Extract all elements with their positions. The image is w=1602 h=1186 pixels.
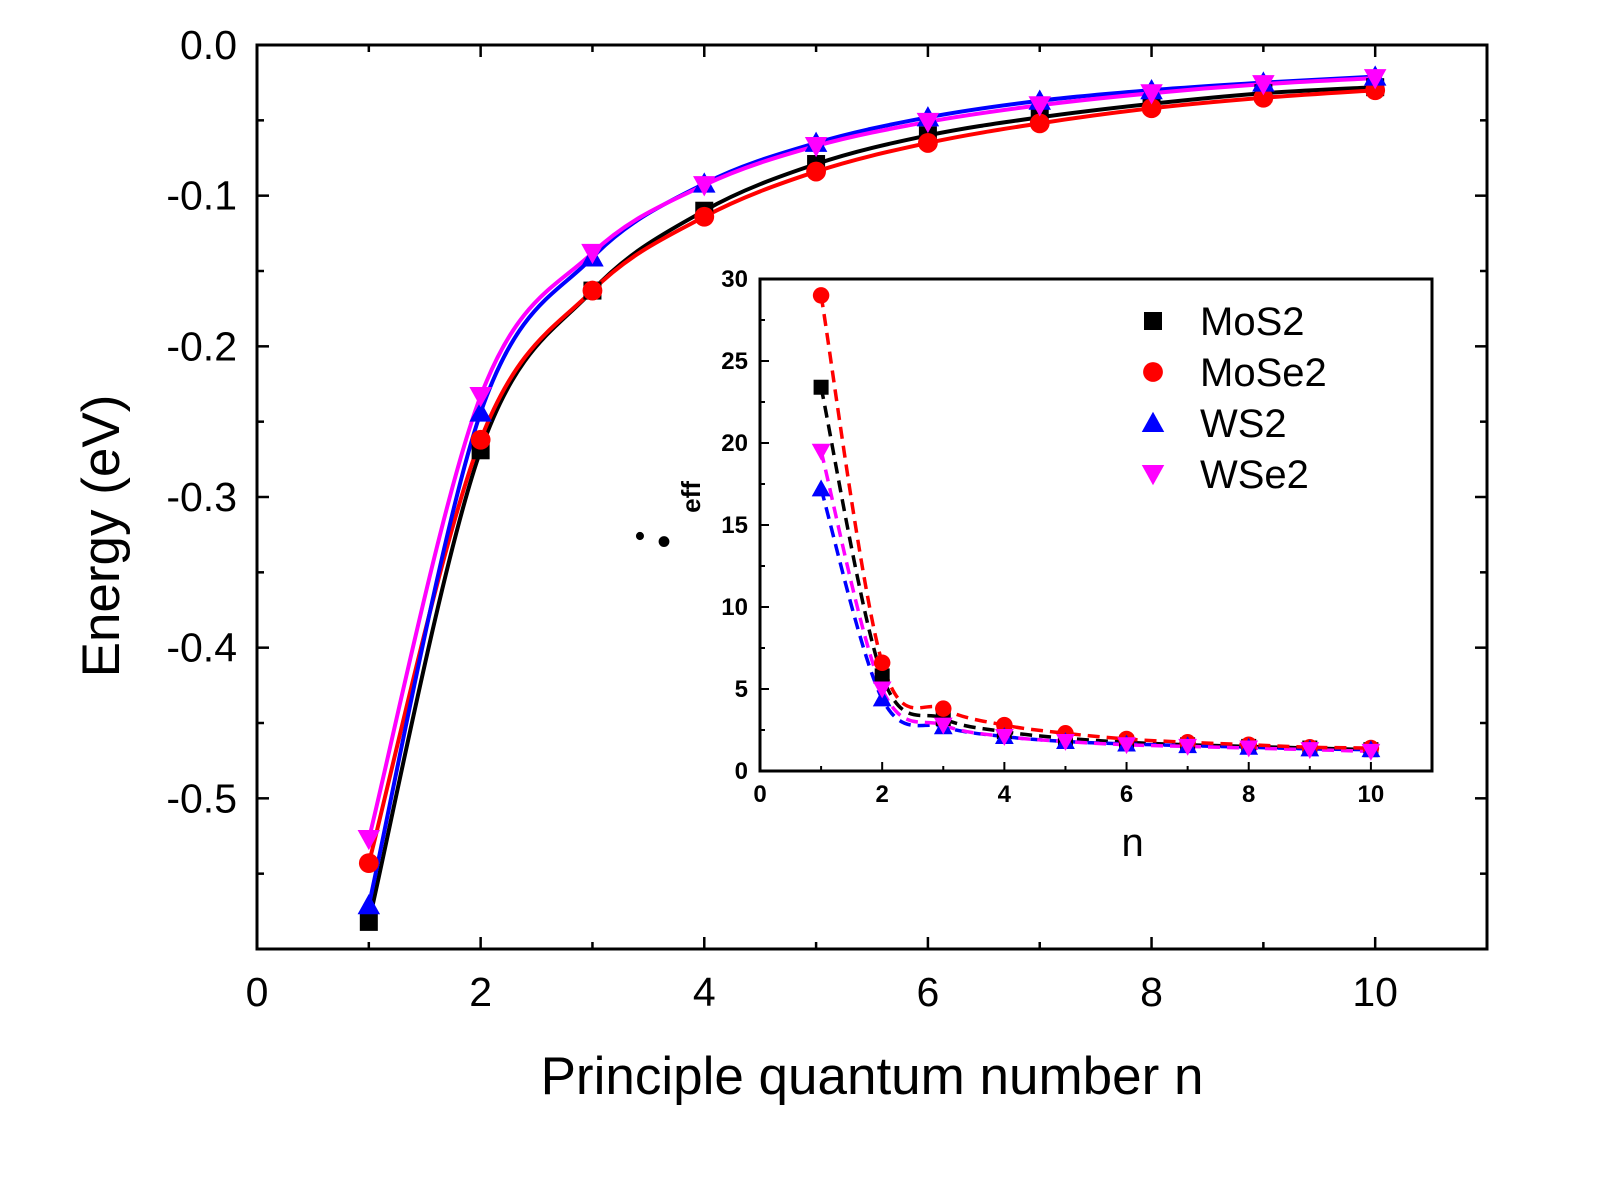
inset-point-mos2 — [813, 379, 829, 395]
main-x-tick-label: 6 — [917, 969, 940, 1015]
main-y-tick-label: -0.1 — [166, 173, 237, 219]
inset-point-wse2 — [1178, 738, 1198, 756]
inset-y-tick-label: 20 — [721, 430, 748, 457]
inset-point-wse2 — [1361, 743, 1381, 761]
main-point-wse2 — [1028, 96, 1051, 117]
inset-x-tick-label: 0 — [753, 781, 766, 808]
inset-y-tick-label: 25 — [721, 348, 748, 375]
main-y-tick-label: -0.3 — [166, 474, 237, 520]
inset-point-wse2 — [1117, 737, 1136, 755]
legend-label-mos2: MoS2 — [1200, 300, 1305, 344]
main-x-tick-label: 4 — [693, 969, 716, 1015]
inset-x-tick-label: 8 — [1242, 781, 1255, 808]
legend-label-wse2: WSe2 — [1200, 453, 1309, 497]
main-y-tick-label: -0.2 — [166, 323, 237, 369]
inset-x-tick-label: 10 — [1358, 781, 1385, 808]
main-point-wse2 — [804, 136, 828, 158]
main-y-axis-title: Energy (eV) — [72, 395, 131, 678]
inset-y-tick-label: 5 — [735, 676, 748, 703]
inset-point-mose2 — [935, 700, 952, 717]
main-point-wse2 — [693, 176, 716, 197]
main-x-tick-label: 0 — [246, 969, 269, 1015]
inset-point-ws2 — [811, 479, 831, 497]
inset-point-wse2 — [872, 681, 892, 699]
inset-point-mose2 — [873, 654, 891, 672]
inset-y-tick-label: 15 — [721, 512, 748, 539]
main-point-mos2 — [359, 912, 378, 931]
main-point-ws2 — [469, 401, 492, 422]
main-point-wse2 — [1252, 75, 1275, 96]
inset-y-axis-subscript: eff — [676, 481, 706, 513]
inset-y-tick-label: 10 — [721, 594, 748, 621]
inset-point-wse2 — [1300, 742, 1320, 760]
main-point-wse2 — [357, 830, 381, 851]
legend-marker-mose2 — [1143, 362, 1163, 382]
legend-marker-mos2 — [1144, 312, 1162, 330]
main-point-wse2 — [581, 243, 604, 265]
main-point-mose2 — [918, 133, 938, 153]
main-point-mose2 — [582, 280, 603, 301]
inset-point-wse2 — [811, 443, 831, 461]
inset-point-wse2 — [1239, 740, 1259, 758]
main-point-mose2 — [694, 206, 715, 227]
main-x-tick-label: 10 — [1352, 969, 1398, 1015]
main-point-mose2 — [358, 853, 379, 874]
main-y-tick-label: 0.0 — [180, 22, 237, 68]
legend-marker-ws2 — [1141, 411, 1165, 432]
main-annotation: • — [657, 520, 671, 564]
inset-x-tick-label: 4 — [998, 781, 1012, 808]
main-point-mose2 — [806, 161, 826, 182]
main-point-wse2 — [916, 112, 940, 134]
inset-x-tick-label: 2 — [876, 781, 889, 808]
main-plot: 0 2 4 6 8 10 0.0 -0.1 -0.2 -0.3 -0.4 -0.5 Principle … — [72, 22, 1489, 1106]
main-x-tick-label: 8 — [1140, 969, 1163, 1015]
main-fit-line-mos2 — [366, 85, 1376, 923]
main-y-tick-label: -0.5 — [166, 775, 237, 821]
main-point-mose2 — [1141, 98, 1162, 119]
inset-point-mose2 — [812, 287, 830, 304]
inset-point-wse2 — [933, 717, 953, 735]
main-x-tick-label: 2 — [469, 969, 492, 1015]
inset-x-tick-label: 6 — [1120, 781, 1133, 808]
inset-point-mos2 — [874, 668, 890, 684]
main-point-wse2 — [1363, 69, 1387, 90]
inset-y-tick-label: 30 — [721, 266, 748, 293]
inset-y-axis-symbol: • — [624, 531, 657, 542]
legend-label-ws2: WS2 — [1200, 402, 1287, 446]
main-point-ws2 — [357, 894, 381, 915]
inset-y-tick-label: 0 — [735, 758, 748, 785]
main-point-wse2 — [469, 387, 492, 408]
main-point-mose2 — [1253, 87, 1274, 108]
legend-label-mose2: MoSe2 — [1200, 351, 1327, 395]
inset-x-axis-title: n — [1122, 821, 1144, 865]
inset-fit-line-mose2 — [819, 295, 1371, 750]
legend-marker-wse2 — [1141, 465, 1165, 486]
main-y-tick-label: -0.4 — [166, 625, 237, 671]
main-point-wse2 — [1140, 84, 1163, 105]
main-point-mose2 — [470, 429, 491, 450]
inset-plot-frame — [758, 277, 1434, 773]
inset-point-wse2 — [994, 729, 1014, 746]
main-x-axis-title: Principle quantum number n — [541, 1047, 1204, 1106]
inset-point-wse2 — [1056, 733, 1075, 751]
main-point-mose2 — [1029, 113, 1050, 134]
